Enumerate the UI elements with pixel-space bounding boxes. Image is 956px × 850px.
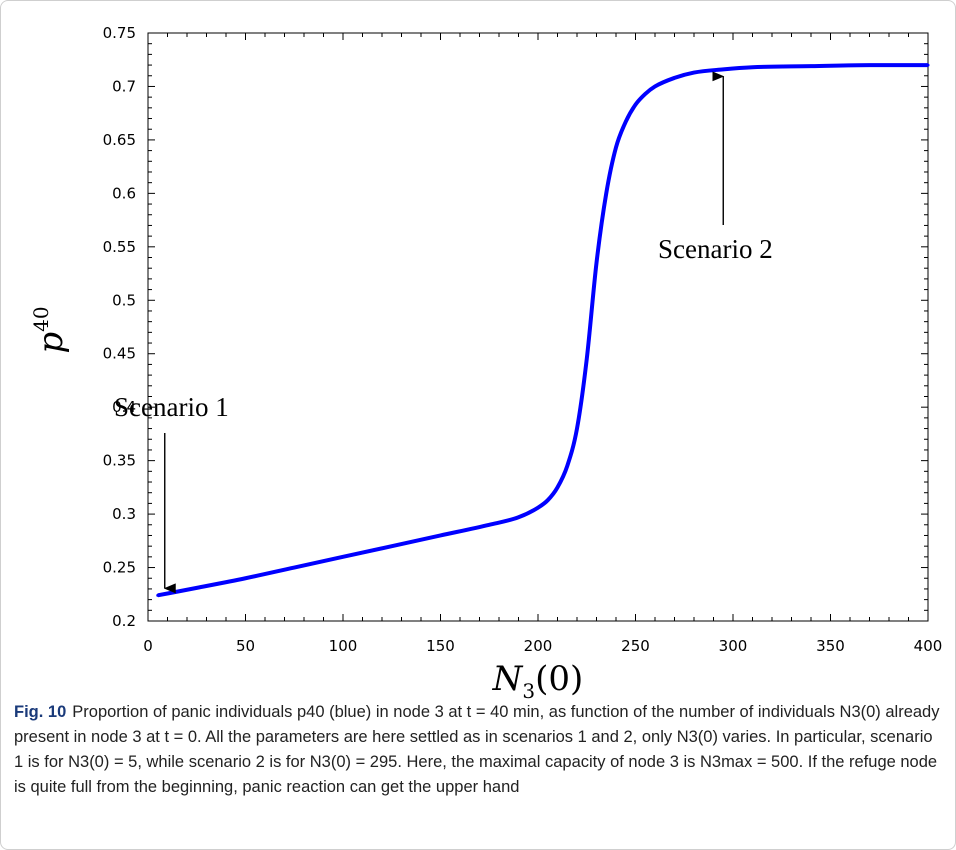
scenario-2-label: Scenario 2 — [658, 234, 773, 264]
series-point — [721, 67, 725, 71]
series-point — [156, 593, 160, 597]
annotations: Scenario 1 Scenario 2 — [114, 71, 773, 594]
series-point — [624, 120, 628, 124]
series-point — [292, 566, 296, 570]
series-line-0 — [157, 63, 928, 598]
series-point — [595, 261, 598, 265]
y-tick-label: 0.7 — [112, 77, 136, 95]
x-tick-label: 200 — [524, 637, 553, 655]
tick-labels: 0 50 100 150 200 250 300 350 400 0.2 0.25 0.3 0.35 0.… — [103, 24, 943, 655]
y-axis-title: p40 — [29, 306, 71, 353]
x-axis-title: N3(0) — [492, 659, 584, 700]
series-point — [673, 76, 676, 80]
series-point — [604, 191, 608, 195]
y-axis-title-sup: 40 — [29, 306, 53, 331]
x-tick-label: 150 — [426, 637, 455, 655]
y-tick-label: 0.6 — [112, 184, 136, 202]
series-point — [487, 523, 491, 527]
y-tick-label: 0.45 — [103, 345, 136, 363]
x-tick-label: 250 — [621, 637, 650, 655]
x-tick-label: 0 — [143, 637, 153, 655]
y-tick-label: 0.4 — [112, 398, 136, 416]
y-tick-label: 0.35 — [103, 452, 136, 470]
svg-text:p40: p40 — [29, 306, 71, 353]
series-point — [244, 576, 247, 580]
tick-marks — [147, 32, 929, 622]
x-tick-label: 350 — [816, 637, 845, 655]
y-tick-label: 0.55 — [103, 238, 136, 256]
series-point — [565, 464, 569, 468]
series-point — [926, 63, 930, 67]
series-point — [692, 71, 696, 75]
series-point — [614, 145, 618, 149]
x-axis-title-sub: 3 — [522, 679, 535, 700]
y-tick-label: 0.2 — [112, 612, 136, 630]
series-point — [585, 357, 589, 361]
x-tick-label: 100 — [329, 637, 358, 655]
x-axis-title-arg: (0) — [535, 659, 583, 699]
series-point — [809, 64, 813, 68]
series-point — [546, 498, 550, 502]
series-point — [195, 586, 199, 590]
series-point — [653, 84, 657, 88]
y-axis-title-main: p — [31, 332, 71, 354]
series-point — [341, 555, 345, 559]
series-point — [868, 63, 871, 67]
series-point — [390, 544, 394, 548]
y-tick-label: 0.75 — [103, 24, 136, 42]
series-point — [536, 506, 540, 510]
figure-caption: Fig. 10 Proportion of panic individuals p… — [14, 700, 944, 800]
caption-text: Proportion of panic individuals p40 (blu… — [14, 703, 940, 796]
series-point — [643, 92, 647, 96]
y-tick-label: 0.3 — [112, 505, 136, 523]
caption-label: Fig. 10 — [14, 703, 67, 721]
y-tick-label: 0.25 — [103, 559, 136, 577]
series-point — [575, 427, 579, 431]
plot-frame — [147, 32, 929, 622]
x-tick-label: 300 — [719, 637, 748, 655]
series-group — [156, 63, 930, 598]
y-tick-label: 0.5 — [112, 291, 136, 309]
y-tick-label: 0.65 — [103, 131, 136, 149]
series-point — [634, 103, 637, 107]
series-point — [439, 533, 442, 537]
chart: 0 50 100 150 200 250 300 350 400 0.2 0.25 0.3 0.35 0.… — [29, 24, 943, 700]
scenario-1-label: Scenario 1 — [114, 392, 229, 422]
series-point — [751, 65, 754, 69]
series-point — [556, 485, 559, 489]
x-tick-label: 400 — [914, 637, 943, 655]
series-point — [517, 515, 520, 519]
x-axis-title-main: N — [492, 659, 524, 699]
x-tick-label: 50 — [236, 637, 255, 655]
